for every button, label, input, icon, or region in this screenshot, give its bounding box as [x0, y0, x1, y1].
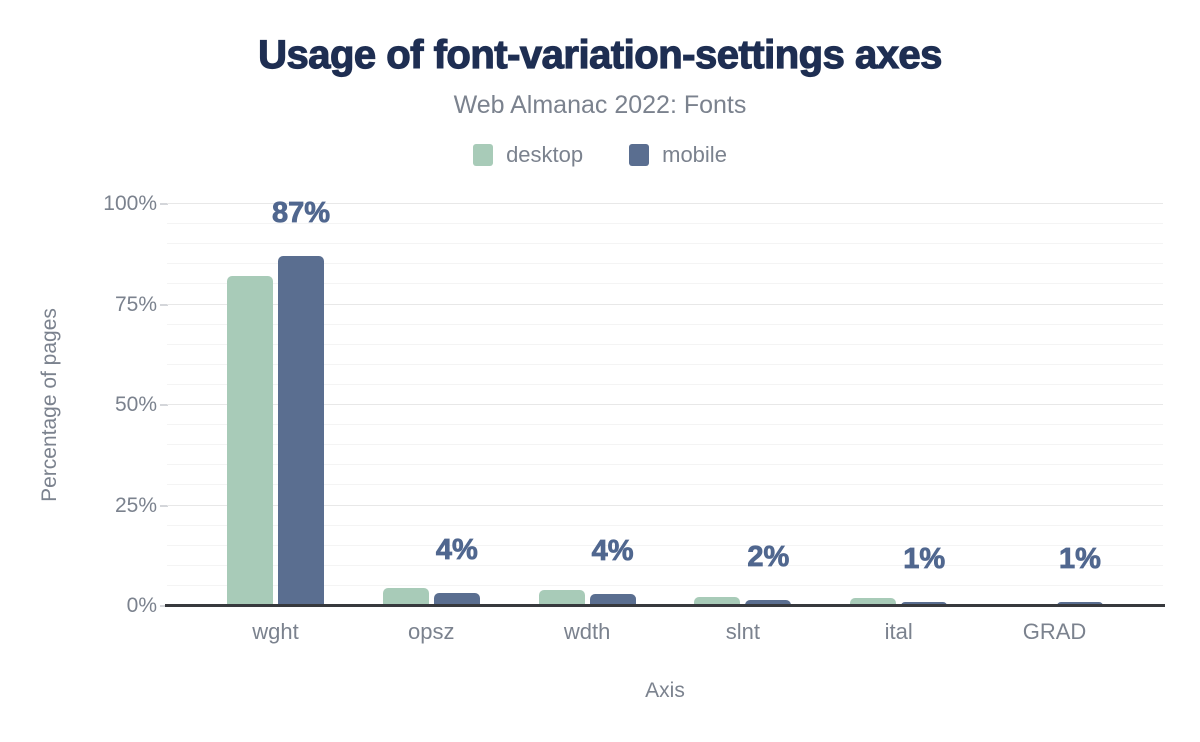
bar-group-slnt: 2% slnt [694, 204, 792, 644]
bar-desktop-slnt[interactable] [694, 597, 741, 606]
bar-group-wght: 87% wght [227, 198, 330, 644]
gridline-major [167, 203, 1163, 204]
y-tick-label: 25% [114, 493, 157, 517]
bar-mobile-wght[interactable] [278, 256, 324, 606]
gridline-major [167, 303, 1163, 305]
bar-value-label-opsz: 4% [435, 534, 478, 567]
bar-desktop-opsz[interactable] [382, 588, 429, 606]
gridline-minor [167, 544, 1163, 546]
legend-label: mobile [662, 142, 727, 167]
legend-item-mobile[interactable]: mobile [629, 142, 727, 168]
chart-subtitle: Web Almanac 2022: Fonts [453, 91, 747, 119]
bar-mobile-slnt[interactable] [745, 599, 792, 606]
bar-value-label-wdth: 4% [591, 534, 634, 567]
y-tick-label: 75% [114, 292, 157, 316]
bar-group-ital: 1% ital [850, 204, 948, 644]
bar-value-label-GRAD: 1% [1059, 542, 1102, 575]
bar-value-label-slnt: 2% [747, 540, 790, 573]
y-tick-mark [160, 605, 168, 607]
x-tick-label-slnt: slnt [725, 619, 761, 644]
bar-mobile-wdth[interactable] [589, 593, 636, 606]
y-tick-label: 50% [114, 393, 157, 416]
gridline-minor [167, 243, 1163, 245]
bar-desktop-wght[interactable] [227, 276, 273, 606]
gridline-minor [167, 484, 1163, 486]
legend-color-swatch [629, 144, 650, 166]
plot-area: 87% wght 4% opsz 4% wdth 2% slnt 1% ital 1% GRAD [165, 198, 1165, 644]
gridline-minor [167, 363, 1163, 365]
x-axis-line [165, 604, 1165, 607]
gridline-minor [167, 383, 1163, 385]
y-tick-label: 0% [126, 594, 157, 617]
gridline-minor [167, 584, 1163, 586]
x-tick-label-ital: ital [884, 619, 913, 644]
bar-value-label-ital: 1% [903, 543, 946, 576]
legend-color-swatch [473, 144, 494, 166]
bar-groups: 87% wght 4% opsz 4% wdth 2% slnt 1% ital 1% GRAD [167, 198, 1163, 644]
gridline-minor [167, 444, 1163, 446]
y-tick-mark [160, 303, 168, 306]
bar-mobile-opsz[interactable] [433, 593, 480, 606]
x-tick-label-wdth: wdth [563, 619, 611, 644]
y-tick-label: 100% [103, 192, 157, 215]
x-tick-label-GRAD: GRAD [1022, 619, 1087, 644]
x-axis-title: Axis [645, 679, 685, 702]
y-tick-mark [160, 203, 168, 205]
legend-label: desktop [506, 142, 584, 167]
gridline-minor [167, 343, 1163, 345]
chart-title: Usage of font-variation-settings axes [257, 32, 943, 77]
y-tick-mark [160, 404, 168, 406]
gridline-minor [167, 323, 1163, 325]
gridline-major [167, 504, 1163, 506]
bar-group-opsz: 4% opsz [382, 204, 480, 644]
legend-item-desktop[interactable]: desktop [473, 142, 583, 168]
x-tick-label-wght: wght [252, 619, 299, 644]
bar-group-wdth: 4% wdth [538, 204, 636, 644]
y-tick-mark [160, 504, 168, 507]
bar-desktop-wdth[interactable] [538, 589, 585, 606]
bar-group-GRAD: 1% GRAD [1005, 204, 1103, 644]
gridline-minor [167, 424, 1163, 426]
legend: desktop mobile [0, 142, 1200, 168]
gridline-minor [167, 263, 1163, 265]
gridline-minor [167, 283, 1163, 285]
gridline-minor [167, 524, 1163, 526]
bar-desktop-ital[interactable] [850, 598, 897, 606]
gridline-major [167, 404, 1163, 405]
gridline-minor [167, 564, 1163, 566]
gridline-minor [167, 464, 1163, 466]
bar-value-label-wght: 87% [271, 197, 331, 230]
x-tick-label-opsz: opsz [408, 619, 455, 644]
bar-mobile-GRAD[interactable] [1056, 601, 1103, 606]
gridline-minor [167, 223, 1163, 225]
